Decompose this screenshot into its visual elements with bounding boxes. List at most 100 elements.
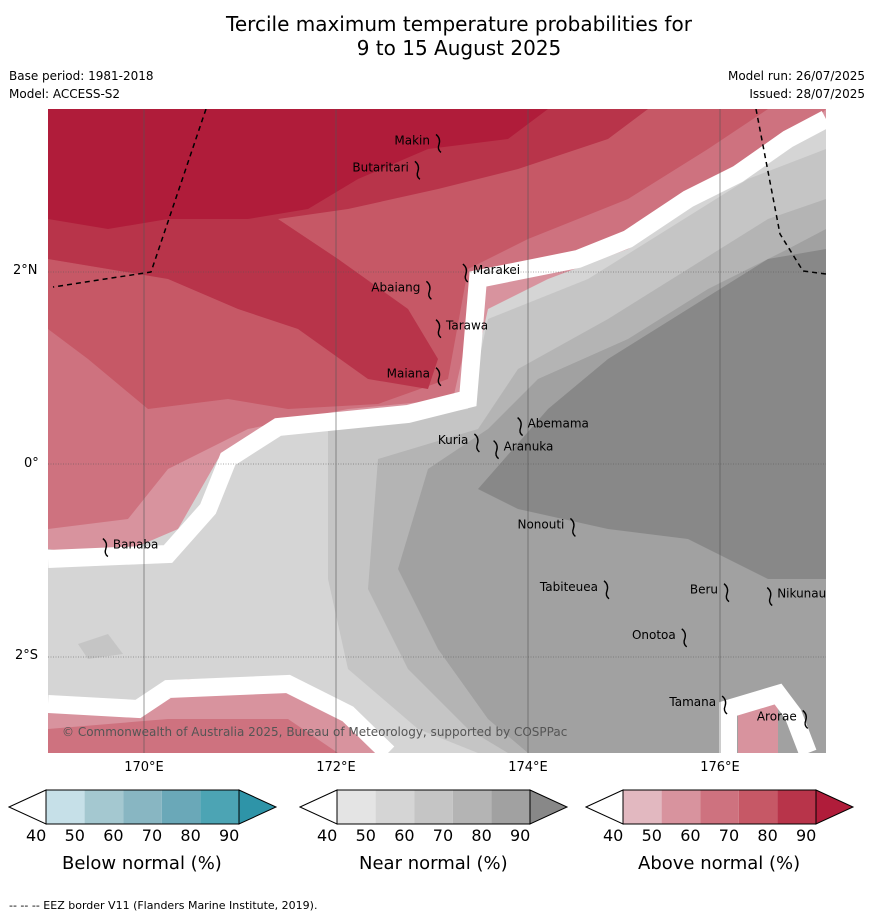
colorbar-min-arrow (298, 789, 338, 825)
colorbar-swatch (337, 790, 376, 824)
colorbar-swatch (414, 790, 453, 824)
colorbar-swatch (738, 790, 778, 824)
place-kuria: Kuria (438, 433, 480, 453)
eez-footer-note: -- -- -- EEZ border V11 (Flanders Marine… (9, 899, 318, 912)
island-outline (723, 583, 730, 603)
base-period: Base period: 1981-2018 (9, 69, 154, 83)
place-marakei: Marakei (462, 263, 520, 283)
island-outline (721, 695, 728, 715)
island-outline (802, 709, 809, 729)
colorbar-max-arrow (238, 789, 278, 825)
colorbar-swatch (46, 790, 85, 824)
colorbar-min-arrow (7, 789, 47, 825)
colorbar-tick: 90 (796, 826, 817, 845)
colorbar-above-title: Above normal (%) (638, 853, 801, 874)
place-butaritari: Butaritari (352, 160, 421, 180)
colorbar-tick: 70 (432, 826, 454, 845)
colorbar-tick: 50 (641, 826, 662, 845)
colorbar-frame (45, 789, 240, 825)
colorbar-swatch (123, 790, 162, 824)
place-tabiteuea: Tabiteuea (539, 580, 610, 600)
island-labels: Makin Butaritari Marakei Abaiang Tarawa Maian… (102, 133, 826, 729)
gridlines (48, 109, 826, 753)
colorbar-below-swatches (7, 789, 278, 825)
colorbar-near-title: Near normal (%) (359, 853, 508, 874)
colorbar-min-arrow (584, 789, 624, 825)
map-title: Tercile maximum temperature probabilitie… (0, 12, 873, 60)
lon-label-172e: 172°E (316, 760, 356, 775)
colorbar-swatch (84, 790, 124, 824)
island-outline (766, 586, 773, 607)
place-makin: Makin (394, 133, 442, 153)
colorbar-tick: 60 (103, 826, 124, 845)
lon-label-174e: 174°E (508, 760, 548, 775)
island-outline (102, 538, 109, 558)
place-label: Tabiteuea (539, 580, 598, 594)
colorbar-tick: 70 (718, 826, 740, 845)
colorbar-tick: 50 (64, 826, 85, 845)
issued-date: Issued: 28/07/2025 (749, 87, 865, 101)
colorbar-max-arrow (529, 789, 569, 825)
white-gap-band (48, 111, 826, 753)
colorbar-swatch (161, 790, 201, 824)
island-outline (462, 263, 469, 283)
colorbar-frame (336, 789, 531, 825)
colorbar-tick: 90 (219, 826, 240, 845)
place-beru: Beru (690, 583, 730, 603)
colorbar-max-arrow (815, 789, 855, 825)
place-label: Aranuka (504, 440, 554, 454)
place-label: Maiana (387, 367, 430, 381)
colorbar-swatch (375, 790, 415, 824)
island-outline (435, 319, 442, 339)
copyright-notice: © Commonwealth of Australia 2025, Bureau… (62, 725, 567, 739)
lat-label-2n: 2°N (13, 263, 38, 278)
place-nikunau: Nikunau (766, 586, 826, 607)
place-onotoa: Onotoa (632, 628, 688, 648)
place-abaiang: Abaiang (371, 280, 432, 300)
island-outline (435, 133, 442, 153)
colorbar-swatch (700, 790, 739, 824)
island-outline (681, 628, 688, 648)
colorbar-above-swatches (584, 789, 855, 825)
colorbar-swatch (777, 790, 816, 824)
colorbar-frame (622, 789, 817, 825)
probability-map: Makin Butaritari Marakei Abaiang Tarawa Maian… (48, 109, 826, 753)
meta-right: Model run: 26/07/2025 Issued: 28/07/2025 (728, 67, 865, 103)
lon-label-176e: 176°E (700, 760, 740, 775)
colorbar-tick: 60 (394, 826, 415, 845)
model-name: Model: ACCESS-S2 (9, 87, 121, 101)
place-label: Onotoa (632, 628, 676, 642)
colorbar-tick: 80 (471, 826, 492, 845)
place-label: Nikunau (777, 587, 826, 601)
colorbar-near (298, 789, 571, 829)
island-outline (603, 580, 610, 600)
colorbar-below-title: Below normal (%) (62, 853, 222, 874)
island-outline (493, 440, 500, 460)
island-outline (569, 517, 576, 537)
colorbar-near-swatches (298, 789, 569, 825)
island-outline (517, 417, 524, 437)
colorbar-swatch (661, 790, 701, 824)
island-outline (473, 433, 480, 453)
place-tarawa: Tarawa (435, 319, 488, 339)
place-banaba: Banaba (102, 538, 159, 558)
lat-label-2s: 2°S (15, 648, 39, 663)
place-label: Banaba (113, 538, 159, 552)
colorbar-below (7, 789, 280, 829)
colorbar-swatch (200, 790, 239, 824)
place-label: Beru (690, 583, 718, 597)
lat-label-0: 0° (24, 456, 39, 471)
place-label: Marakei (473, 263, 520, 277)
eez-border (52, 109, 826, 288)
place-abemama: Abemama (517, 417, 589, 437)
colorbar-tick: 70 (141, 826, 163, 845)
place-label: Abaiang (371, 280, 420, 294)
island-outline (435, 367, 442, 387)
place-tamana: Tamana (668, 695, 728, 715)
place-maiana: Maiana (387, 367, 442, 387)
colorbar-tick: 50 (355, 826, 376, 845)
colorbar-tick: 80 (180, 826, 201, 845)
colorbar-tick: 80 (757, 826, 778, 845)
lon-label-170e: 170°E (124, 760, 164, 775)
title-line-1: Tercile maximum temperature probabilitie… (226, 12, 692, 36)
